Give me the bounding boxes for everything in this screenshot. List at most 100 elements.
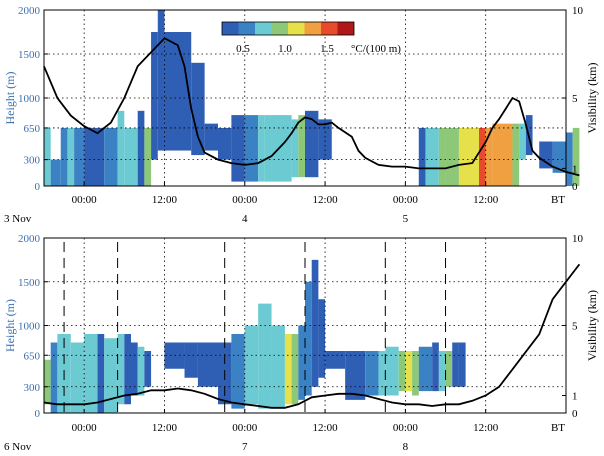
inversion-cell (184, 342, 198, 378)
x-tick-label: 00:00 (72, 194, 98, 206)
inversion-cell (244, 115, 259, 182)
inversion-cell (151, 32, 158, 160)
right-tick-label: 10 (572, 233, 584, 245)
inversion-cell (492, 123, 513, 186)
day-label: 3 Nov (4, 213, 32, 225)
inversion-cell (291, 119, 299, 178)
colorbar-unit: °C/(100 m) (351, 43, 401, 55)
right-tick-label: 1 (572, 163, 578, 175)
inversion-cell (231, 115, 245, 182)
inversion-cell (271, 325, 285, 409)
x-tick-label: 00:00 (72, 422, 98, 434)
inversion-cell (458, 342, 466, 387)
inversion-cell (438, 351, 446, 392)
left-tick-label: 1500 (18, 277, 41, 289)
inversion-cell (244, 325, 259, 405)
x-tick-label: 12:00 (313, 422, 339, 434)
inversion-cell (50, 159, 61, 186)
left-axis-label: Height (m) (3, 299, 17, 352)
right-tick-label: 10 (572, 5, 584, 17)
inversion-cell (204, 123, 218, 151)
right-tick-label: 5 (572, 321, 578, 333)
inversion-cell (519, 123, 526, 160)
inversion-cell (398, 351, 406, 392)
inversion-cell (44, 359, 51, 405)
x-tick-label: 00:00 (393, 194, 419, 206)
day-label: 7 (242, 441, 248, 453)
inversion-cell (479, 127, 486, 186)
left-tick-label: 1000 (18, 321, 41, 333)
colorbar-label: 1.5 (320, 43, 334, 55)
inversion-cell (452, 342, 459, 387)
left-tick-label: 1500 (18, 49, 41, 61)
x-tick-label: 00:00 (232, 194, 258, 206)
left-tick-label: 2000 (18, 5, 41, 17)
inversion-cell (60, 127, 68, 186)
inversion-cell (445, 127, 459, 186)
visibility-series-line (43, 37, 580, 177)
inversion-cell (97, 334, 105, 413)
inversion-cell (572, 127, 580, 186)
upper-panel: 0 300 650 1000 1500 2000 0 1 5 10 00:00 12:00 00:00 1… (3, 5, 599, 225)
inversion-cell (218, 127, 232, 160)
inversion-cell (291, 334, 299, 405)
x-tick-label: 00:00 (232, 422, 258, 434)
inversion-cell (305, 281, 312, 396)
inversion-cell (445, 351, 453, 387)
inversion-cell (117, 110, 125, 186)
inversion-cell (137, 110, 145, 186)
colorbar-swatch (288, 22, 305, 35)
inversion-cell (258, 115, 265, 182)
colorbar-swatch (255, 22, 272, 35)
x-tick-label: 12:00 (473, 194, 499, 206)
inversion-cell (485, 127, 493, 186)
inversion-cell (418, 346, 433, 392)
inversion-cell (425, 127, 439, 186)
day-label: 6 Nov (4, 441, 32, 453)
x-tick-label: 12:00 (152, 194, 178, 206)
day-label: 8 (403, 441, 409, 453)
inversion-cell (378, 351, 386, 396)
left-axis-label: Height (m) (3, 72, 17, 125)
day-label: 5 (403, 213, 409, 225)
x-tick-label: 12:00 (313, 194, 339, 206)
colorbar-swatch (222, 22, 239, 35)
inversion-cell (345, 351, 366, 400)
inversion-cell (318, 299, 326, 378)
colorbar-label: 0.5 (236, 43, 250, 55)
inversion-cell (104, 127, 118, 186)
inversion-cell (191, 62, 205, 156)
right-tick-label: 0 (572, 408, 578, 420)
inversion-cell (438, 127, 446, 186)
inversion-cell (298, 115, 305, 178)
lower-panel: 0 300 650 1000 1500 2000 0 1 5 10 00:00 12:00 00:00 1… (3, 233, 599, 453)
right-tick-label: 0 (572, 181, 578, 193)
inversion-cell (458, 127, 479, 186)
right-axis-label: Visibility (km) (585, 63, 599, 134)
x-tick-label: BT (551, 194, 565, 206)
inversion-cell (131, 342, 138, 396)
inversion-cell (418, 127, 426, 186)
inversion-cell (231, 334, 245, 409)
inversion-cell (197, 342, 218, 387)
inversion-cell (74, 127, 85, 186)
right-axis-label: Visibility (km) (585, 290, 599, 361)
inversion-cell (432, 342, 439, 392)
colorbar-legend: 0.5 1.0 1.5 °C/(100 m) (221, 21, 401, 55)
inversion-cell (50, 342, 58, 413)
inversion-cell (70, 342, 85, 413)
inversion-cell (124, 127, 138, 186)
inversion-cell (311, 259, 319, 387)
left-tick-label: 1000 (18, 93, 41, 105)
inversion-cell (552, 141, 566, 173)
inversion-cell (144, 351, 152, 387)
inversion-cell (325, 351, 346, 369)
inversion-cell (539, 141, 553, 169)
colorbar-swatch (337, 22, 354, 35)
colorbar-label: 1.0 (278, 43, 292, 55)
inversion-cell (566, 132, 573, 186)
visibility-series-line (43, 263, 581, 409)
left-tick-label: 2000 (18, 233, 41, 245)
inversion-cell (305, 110, 319, 178)
